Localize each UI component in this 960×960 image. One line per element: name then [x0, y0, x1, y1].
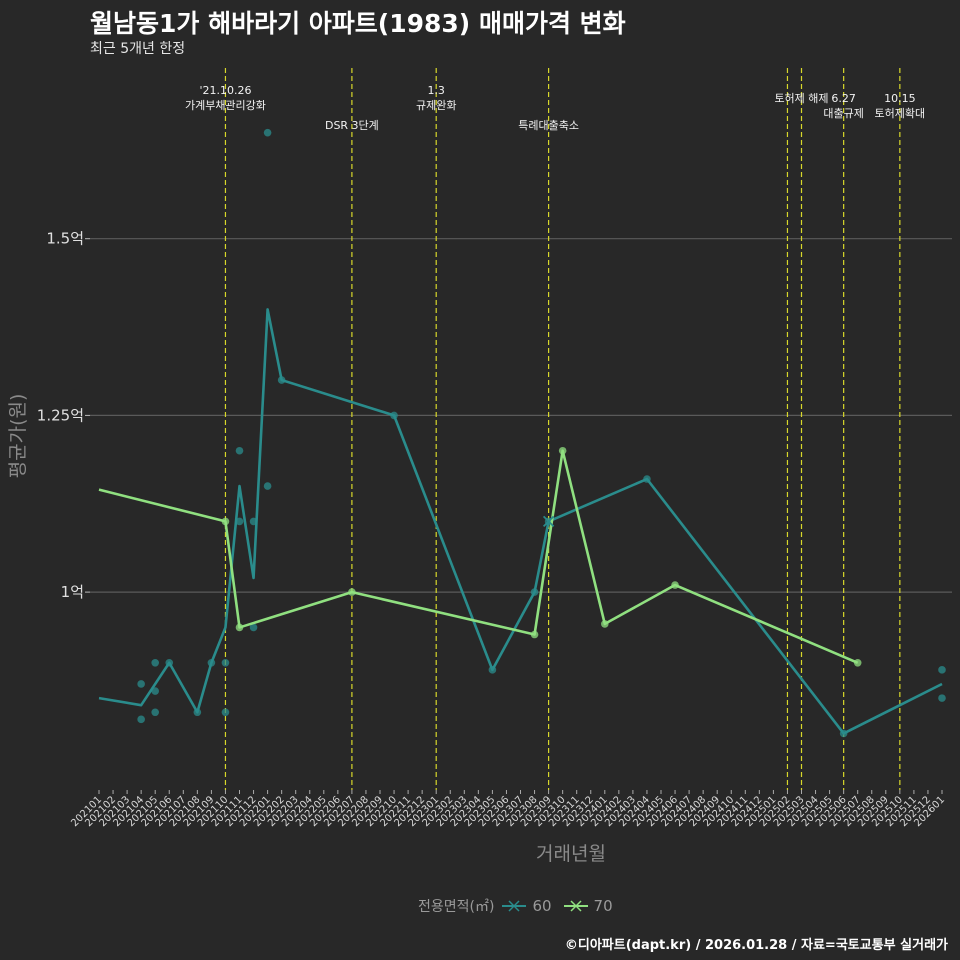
- data-point-60: [277, 376, 286, 384]
- event-label: 10.15: [884, 92, 916, 105]
- y-tick-label: 1.25억: [37, 406, 84, 424]
- event-label: 1.3: [427, 84, 445, 97]
- cross-marker: [542, 515, 555, 528]
- event-label: DSR 3단계: [325, 119, 379, 132]
- legend-swatch-60: [502, 900, 527, 912]
- data-point-70: [558, 446, 567, 455]
- data-point-60: [165, 658, 174, 667]
- legend-label-70: 70: [593, 897, 613, 915]
- legend-swatch-70: [563, 900, 588, 912]
- y-tick-label: 1억: [61, 583, 84, 601]
- legend-title: 전용면적(㎡): [418, 899, 495, 915]
- data-point-60: [137, 715, 145, 724]
- legend-label-60: 60: [532, 897, 552, 915]
- data-point-60: [151, 687, 159, 695]
- data-point-60: [488, 666, 497, 674]
- data-point-60: [938, 666, 946, 674]
- y-tick-label: 1.5억: [46, 230, 84, 248]
- chart-title: 월남동1가 해바라기 아파트(1983) 매매가격 변화: [90, 9, 626, 38]
- data-point-60: [530, 588, 539, 596]
- data-point-60: [207, 658, 216, 667]
- data-point-60: [938, 694, 946, 702]
- data-point-70: [601, 620, 609, 628]
- x-axis-title: 거래년월: [536, 843, 606, 865]
- data-point-60: [839, 729, 848, 738]
- event-label: 가계부채관리강화: [185, 99, 266, 112]
- source-caption: ©디아파트(dapt.kr) / 2026.01.28 / 자료=국토교통부 실…: [564, 938, 948, 953]
- data-point-70: [235, 623, 244, 632]
- legend-item-60: 60: [502, 897, 552, 915]
- data-point-60: [249, 517, 258, 526]
- data-point-60: [249, 623, 258, 632]
- event-label: 특례대출축소: [518, 119, 579, 132]
- event-label: '21.10.26: [199, 84, 251, 97]
- data-point-60: [221, 658, 230, 667]
- data-point-60: [151, 658, 159, 667]
- data-point-60: [221, 708, 230, 717]
- data-point-70: [348, 588, 356, 596]
- legend: 전용면적(㎡) 60 70: [418, 896, 625, 916]
- data-point-60: [137, 680, 145, 688]
- y-axis-title: 평균가(원): [7, 394, 29, 479]
- data-point-60: [263, 128, 272, 137]
- data-point-60: [390, 411, 398, 420]
- data-point-60: [235, 446, 244, 455]
- legend-item-70: 70: [563, 897, 613, 915]
- data-point-70: [853, 658, 862, 667]
- data-point-70: [530, 630, 539, 639]
- chart-subtitle: 최근 5개년 한정: [90, 41, 186, 57]
- data-point-60: [643, 475, 651, 483]
- data-point-70: [671, 581, 679, 589]
- data-point-60: [193, 708, 202, 717]
- event-label: 6.27: [831, 92, 856, 105]
- data-point-60: [235, 517, 244, 526]
- event-label: 규제완화: [416, 99, 456, 112]
- event-label: 토허제 해제: [774, 91, 828, 105]
- series-line-60: [98, 308, 943, 735]
- data-point-60: [263, 482, 272, 490]
- event-label: 토허제확대: [875, 107, 926, 120]
- event-label: 대출규제: [823, 107, 863, 120]
- data-point-60: [151, 708, 159, 717]
- data-point-70: [221, 517, 230, 526]
